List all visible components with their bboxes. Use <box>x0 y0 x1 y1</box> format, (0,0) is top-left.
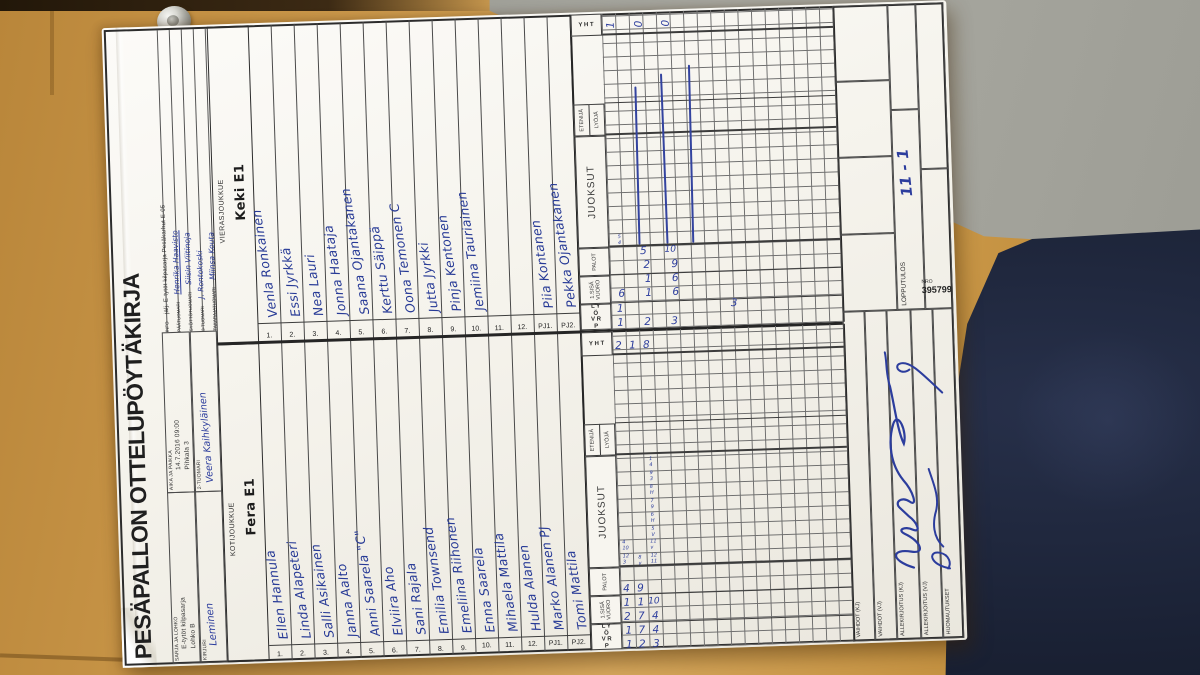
home-player-num: 11. <box>505 641 515 650</box>
home-player-num: 2. <box>299 650 307 658</box>
home-section-label: KOTIJOUKKUE <box>228 502 238 557</box>
away-section-label: VIERASJOUKKUE <box>217 179 227 244</box>
huomautukset-label: HUOMAUTUKSET <box>944 588 953 635</box>
garment-fold-highlight <box>1015 330 1200 510</box>
home-player-num: 12. <box>527 640 538 649</box>
home-player-name: Janna Aalto <box>333 562 360 639</box>
home-player-num: 9. <box>460 644 467 653</box>
nro-cell: NRO 395799 <box>920 168 954 310</box>
home-player-name: Tomi Mattila <box>562 549 590 631</box>
nro-block: NRO 395799 <box>921 278 952 295</box>
away-player-num: 9. <box>450 326 457 334</box>
aika-value: 14.7.2016 09:00 <box>173 419 183 470</box>
home-player-num: 7. <box>414 646 421 654</box>
yht-stack: Y H T <box>589 340 605 347</box>
home-player-num: 6. <box>391 647 398 655</box>
away-player-num: 6. <box>381 328 388 336</box>
home-player-num: PJ2. <box>571 638 586 647</box>
away-team-name: Keki E1 <box>232 163 250 221</box>
home-player-num: 4. <box>345 648 352 656</box>
away-player-num: PJ1. <box>538 322 553 331</box>
lyo-stack: L Y Ö <box>591 303 601 317</box>
scoresheet-form: PESÄPALLON OTTELUPÖYTÄKIRJA SARJA JA LOH… <box>102 0 968 668</box>
home-player-name: Elviira Aho <box>380 565 406 637</box>
vaihdot-kj-label: VAIHDOT (KJ) <box>855 601 863 638</box>
scoresheet-paper: PESÄPALLON OTTELUPÖYTÄKIRJA SARJA JA LOH… <box>101 0 968 668</box>
home-juoksut-header: JUOKSUT <box>585 455 620 569</box>
footer-empty-cell <box>834 80 893 158</box>
home-yht-header: Y H T <box>580 331 613 357</box>
home-player-num: PJ1. <box>548 639 563 648</box>
pen-flourish <box>896 362 944 394</box>
footer-empty-cell <box>887 3 919 111</box>
away-juoksut-header: JUOKSUT <box>574 135 610 249</box>
lopputulos-label: LOPPUTULOS <box>899 261 909 306</box>
away-player-num: 1. <box>266 332 273 340</box>
away-sisa-header: 1.SISÄ VUORO <box>579 275 612 305</box>
table-edge-shadow <box>0 0 505 11</box>
table-seam <box>50 0 54 95</box>
footer-empty-cell <box>832 4 890 82</box>
home-team-name: Fera E1 <box>242 477 260 536</box>
vrp-stack: V R P <box>590 316 602 330</box>
tuomari2-label: 2-TUOMARI <box>195 459 203 490</box>
away-player-name: Jutta Jyrkki <box>415 241 442 314</box>
footer-empty-cell <box>837 156 895 235</box>
away-player-name: Essi Jyrkkä <box>277 246 304 318</box>
signature-vj <box>927 468 951 570</box>
allekirjoitus-vj-label: ALLEKIRJOITUS (VJ) <box>922 581 931 636</box>
footer-empty-cell <box>839 232 898 312</box>
signature-kj <box>883 351 921 569</box>
yht-stack: Y H T <box>578 21 595 29</box>
home-player-num: 5. <box>368 648 375 656</box>
away-player-num: 11. <box>494 324 505 333</box>
aika-value2: Pihkala 3 <box>183 440 192 470</box>
away-player-num: 12. <box>517 323 528 332</box>
away-player-num: 10. <box>471 325 482 333</box>
home-player-num: 8. <box>437 645 444 653</box>
away-vrp-lyo-header: V R P L Y Ö <box>580 303 612 331</box>
home-player-num: 3. <box>322 649 330 657</box>
away-player-num: 8. <box>427 326 434 335</box>
away-player-num: PJ2. <box>561 322 576 330</box>
home-player-num: 1. <box>276 651 284 659</box>
lyo-stack: L Y Ö <box>601 623 611 637</box>
vrp-stack: V R P <box>601 636 612 650</box>
home-vrp-lyo-header: V R P L Y Ö <box>590 623 623 651</box>
away-extra-mark: 3 <box>730 296 738 310</box>
away-player-num: 7. <box>404 327 411 335</box>
footer-empty-cell <box>915 2 949 170</box>
home-lyoja-header: LYÖJÄ <box>599 423 617 456</box>
home-player-num: 10. <box>481 642 492 650</box>
home-palot-header: PALOT <box>588 567 621 597</box>
away-lyoja-header: LYÖJÄ <box>588 103 606 137</box>
away-yht-header: Y H T <box>570 13 603 37</box>
nro-value: 395799 <box>921 284 952 296</box>
home-player-name: Sani Rajala <box>402 561 429 636</box>
away-player-name: Nea Lauri <box>301 253 327 318</box>
sarja-value2: Lohko B <box>189 623 198 649</box>
allekirjoitus-kj-label: ALLEKIRJOITUS (KJ) <box>898 582 907 637</box>
home-sisa-header: 1.SISÄ VUORO <box>589 595 622 625</box>
lopputulos-value: 11 - 1 <box>893 147 917 198</box>
away-palot-header: PALOT <box>578 247 611 277</box>
away-player-num: 3. <box>312 330 319 338</box>
away-player-num: 4. <box>335 329 342 338</box>
away-player-num: 5. <box>358 329 365 337</box>
away-player-num: 2. <box>289 331 296 339</box>
sarja-value: E-tytöt kilpasarja <box>179 597 189 649</box>
vaihdot-vj-label: VAIHDOT (VJ) <box>877 601 885 637</box>
